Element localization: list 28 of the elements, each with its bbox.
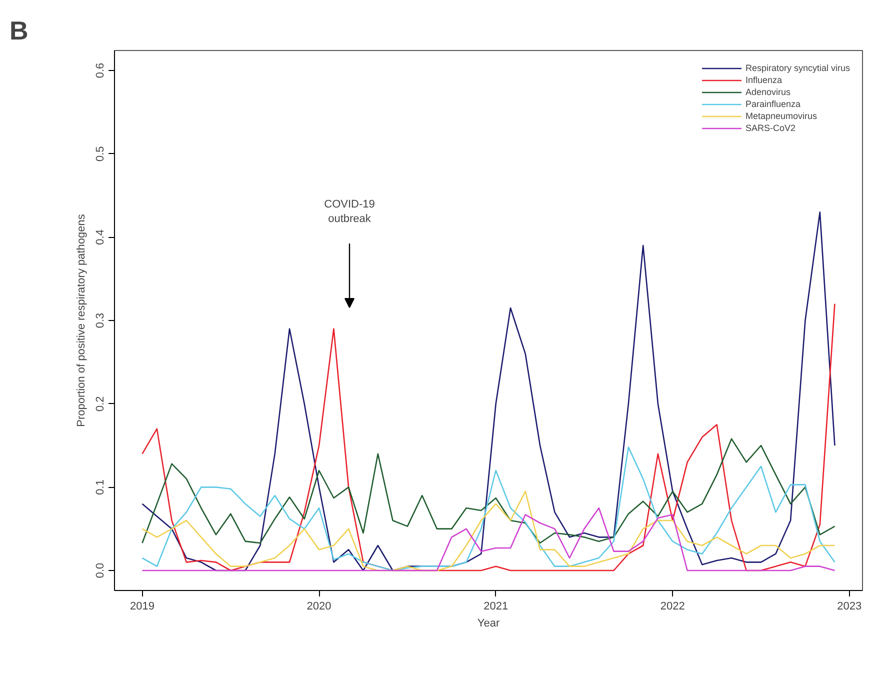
line-series [142, 507, 836, 572]
y-tick-label: 0.4 [94, 230, 106, 245]
legend-label: Respiratory syncytial virus [745, 62, 850, 74]
x-tick-label: 2020 [306, 600, 332, 612]
y-tick-label: 0.1 [94, 480, 106, 495]
legend-label: Influenza [745, 74, 782, 86]
y-tick-label: 0.0 [94, 562, 106, 578]
legend-label: Adenovirus [745, 86, 790, 98]
line-series [142, 212, 836, 572]
y-tick-label: 0.5 [94, 146, 106, 162]
legend-label: Metapneumovirus [745, 110, 818, 122]
line-series [142, 438, 836, 544]
y-tick-label: 0.2 [94, 396, 106, 412]
line-series [142, 490, 836, 572]
line-series [142, 446, 836, 572]
annotation: COVID-19 outbreak [324, 198, 375, 225]
x-tick-label: 2023 [837, 600, 862, 612]
x-tick-label: 2022 [660, 600, 685, 612]
line-series [142, 303, 836, 572]
x-tick-label: 2019 [130, 600, 155, 612]
x-axis-title: Year [477, 618, 500, 630]
legend-label: SARS-CoV2 [745, 122, 796, 134]
y-tick-label: 0.3 [94, 312, 106, 328]
y-tick-label: 0.6 [94, 62, 106, 78]
y-axis-title: Proportion of positive respiratory pathogens [76, 214, 88, 427]
legend-label: Parainfluenza [745, 98, 801, 110]
x-tick-label: 2021 [484, 600, 508, 612]
text: B [10, 16, 28, 46]
